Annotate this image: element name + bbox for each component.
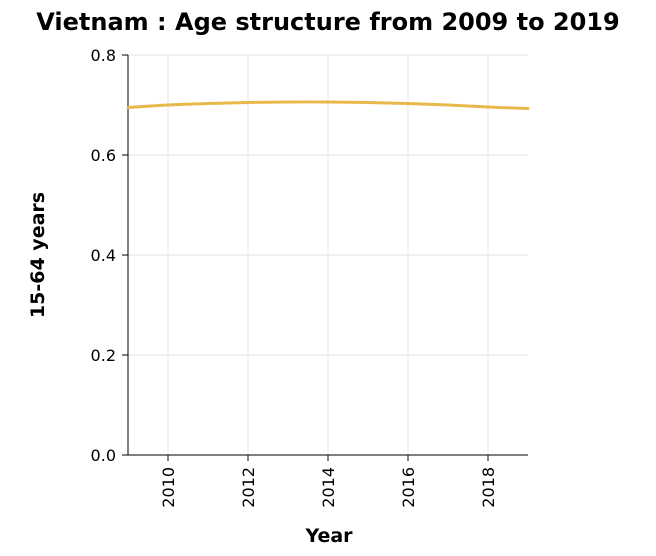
x-tick-label-2012: 2012 xyxy=(239,467,258,508)
y-tick-label-1: 0.2 xyxy=(91,346,116,365)
series-lines xyxy=(126,100,530,110)
x-axis-label: Year xyxy=(304,525,353,547)
y-tick-label-0: 0.0 xyxy=(91,446,116,465)
x-tick-label-2018: 2018 xyxy=(479,467,498,508)
x-tick-label-2014: 2014 xyxy=(319,467,338,508)
axes xyxy=(122,54,528,461)
series-line-0 xyxy=(126,100,530,110)
y-tick-label-2: 0.4 xyxy=(91,246,116,265)
x-tick-label-2010: 2010 xyxy=(159,467,178,508)
tick-labels: 0.0 0.2 0.4 0.6 0.8 2010 2012 2014 2016 2018 xyxy=(91,46,498,508)
y-tick-label-4: 0.8 xyxy=(91,46,116,65)
x-tick-label-2016: 2016 xyxy=(399,467,418,508)
grid-lines xyxy=(128,54,528,456)
chart-title: Vietnam : Age structure from 2009 to 201… xyxy=(36,8,619,36)
y-tick-label-3: 0.6 xyxy=(91,146,116,165)
y-axis-label: 15-64 years xyxy=(27,192,49,318)
